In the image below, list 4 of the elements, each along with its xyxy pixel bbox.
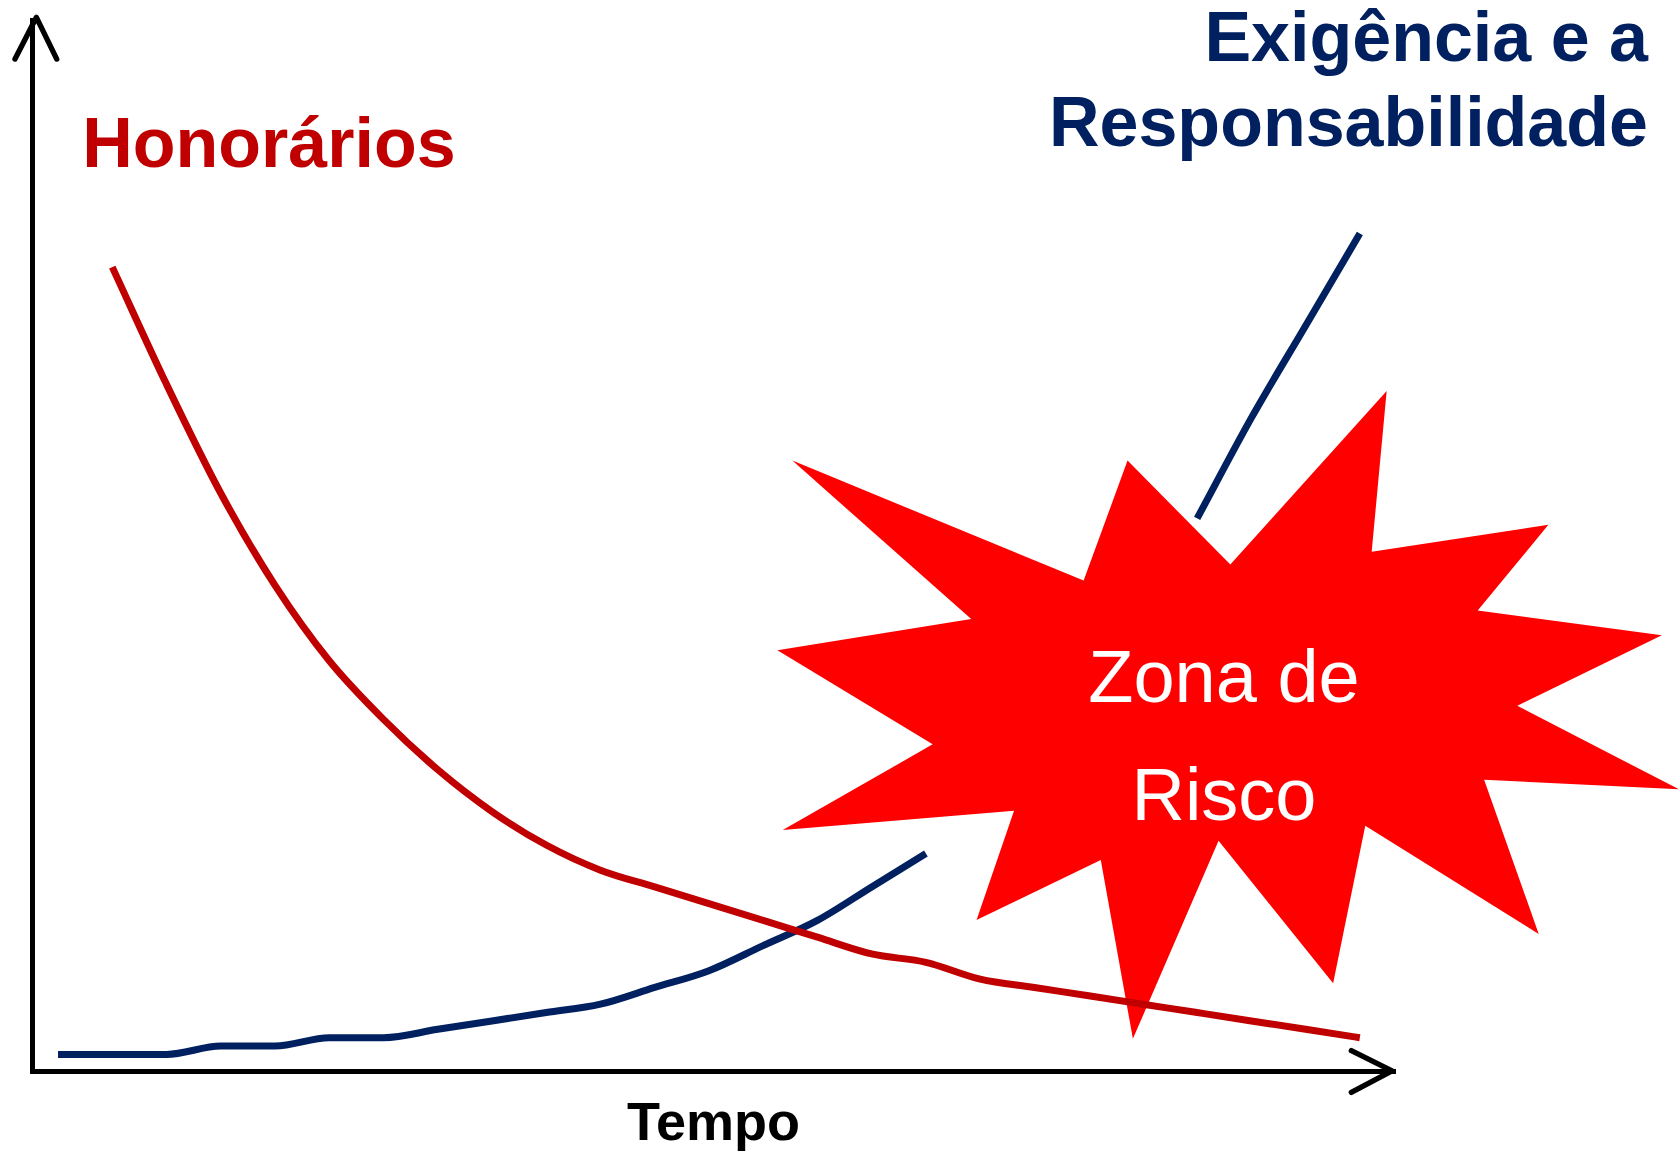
annotation: Zona de Risco [1087,634,1361,838]
series-label: Honorários [82,104,456,183]
x-axis-title: Tempo [627,1091,800,1152]
text: Exigência e a Responsabilidade [1048,0,1650,161]
